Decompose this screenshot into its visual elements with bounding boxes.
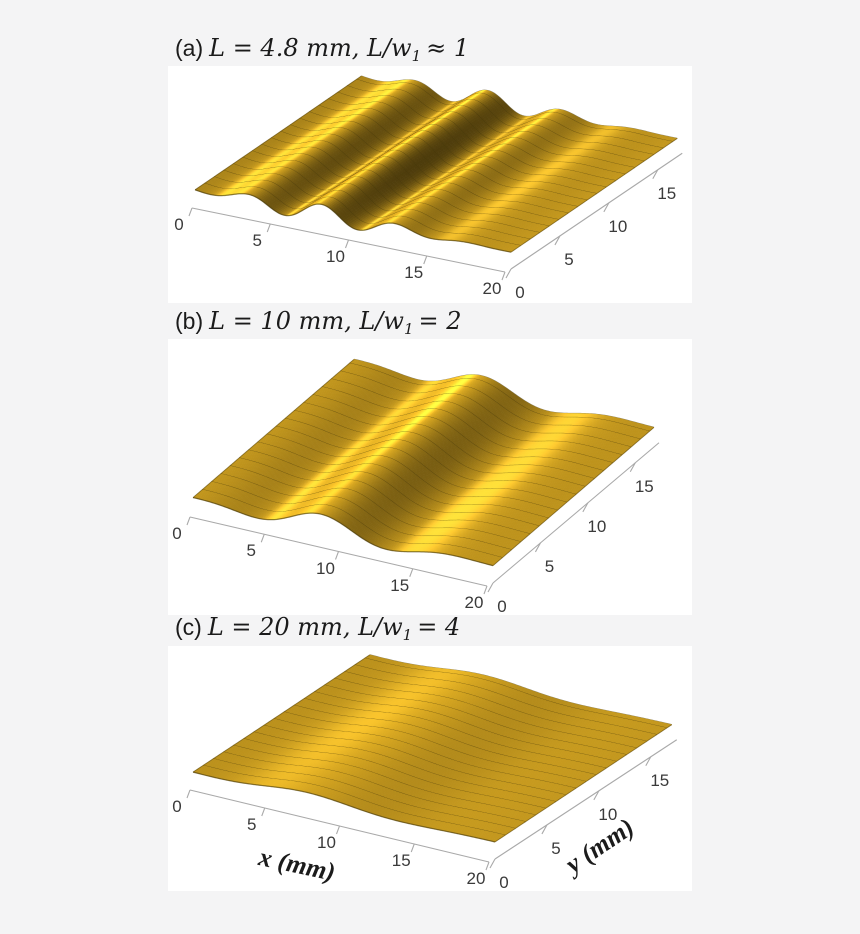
panel-sub-a: 1 (411, 47, 422, 65)
surface-plot-canvas-b (168, 339, 692, 615)
panel-tag-c: (c) (175, 614, 202, 640)
panel-math-c: L = 20 mm, L/w (207, 613, 403, 641)
panel-relation-c: = 4 (417, 613, 461, 641)
surface-plot-canvas-c (168, 646, 692, 891)
surface-panel-c: x (mm) y (mm) 0 5 10 15 20 0 5 10 15 (168, 646, 692, 892)
panel-sub-b: 1 (403, 320, 414, 338)
panel-sub-c: 1 (402, 626, 413, 644)
panel-math-b: L = 10 mm, L/w (209, 307, 404, 335)
surface-panel-a: 0 5 10 15 20 0 5 10 15 (168, 66, 692, 303)
panel-tag-a: (a) (175, 35, 204, 61)
panel-title-a: (a) L = 4.8 mm, L/w1 ≈ 1 (175, 34, 470, 65)
panel-math-a: L = 4.8 mm, L/w (209, 34, 412, 62)
surface-panel-b: 0 5 10 15 20 0 5 10 15 (168, 339, 692, 616)
surface-plot-canvas-a (168, 66, 692, 303)
panel-title-c: (c) L = 20 mm, L/w1 = 4 (175, 613, 461, 644)
panel-relation-b: = 2 (418, 307, 462, 335)
panel-tag-b: (b) (175, 308, 204, 334)
panel-title-b: (b) L = 10 mm, L/w1 = 2 (175, 307, 462, 338)
panel-relation-a: ≈ 1 (426, 34, 470, 62)
